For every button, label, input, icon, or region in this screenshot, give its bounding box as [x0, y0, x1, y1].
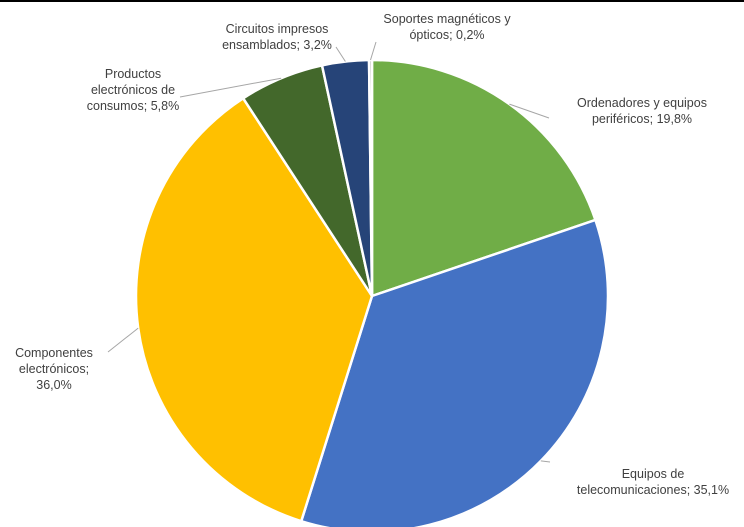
slice-label-line: Ordenadores y equipos [577, 96, 707, 110]
leader-line-2 [540, 460, 551, 463]
slice-label-4: Productos electrónicos de consumos; 5,8% [87, 67, 179, 113]
slice-label-2: Equipos de telecomunicaciones; 35,1% [577, 467, 729, 497]
leader-line-5 [335, 46, 346, 62]
leader-lines [107, 41, 551, 463]
slice-labels: Ordenadores y equipos periféricos; 19,8% E… [15, 12, 729, 497]
slice-label-line: Soportes magnéticos y [383, 12, 511, 26]
slice-label-5: Circuitos impresos ensamblados; 3,2% [222, 22, 332, 52]
slice-label-1: Ordenadores y equipos periféricos; 19,8% [577, 96, 707, 126]
slice-label-line: Componentes [15, 346, 93, 360]
slice-label-line: Equipos de [622, 467, 685, 481]
leader-line-1 [509, 103, 550, 119]
leader-line-4 [179, 77, 282, 98]
pie-slice-2 [299, 218, 610, 527]
slice-label-line: telecomunicaciones; 35,1% [577, 483, 729, 497]
slice-label-6: Soportes magnéticos y ópticos; 0,2% [383, 12, 511, 42]
slice-label-line: 36,0% [36, 378, 71, 392]
pie-slices [134, 58, 610, 527]
slice-label-line: periféricos; 19,8% [592, 112, 692, 126]
top-border-line [0, 0, 744, 2]
slice-label-line: Circuitos impresos [226, 22, 329, 36]
leader-line-3 [107, 327, 139, 353]
slice-label-line: electrónicos; [19, 362, 89, 376]
pie-slice-1 [370, 58, 598, 298]
slice-label-3: Componentes electrónicos; 36,0% [15, 346, 93, 392]
leader-line-6 [370, 41, 377, 61]
slice-label-line: consumos; 5,8% [87, 99, 179, 113]
slice-label-line: ópticos; 0,2% [409, 28, 484, 42]
slice-label-line: ensamblados; 3,2% [222, 38, 332, 52]
slice-label-line: Productos [105, 67, 161, 81]
slice-label-line: electrónicos de [91, 83, 175, 97]
